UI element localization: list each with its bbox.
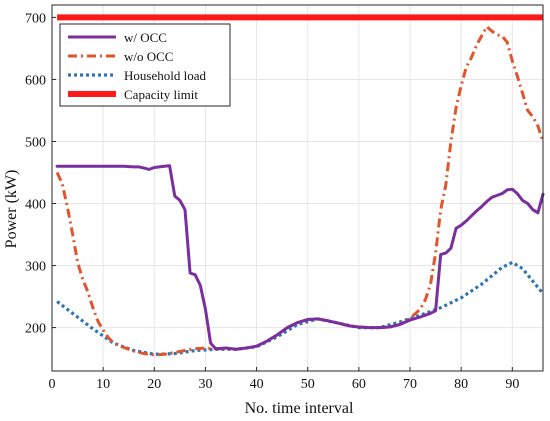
y-tick-label: 200 <box>25 322 46 337</box>
legend-label: Household load <box>124 68 206 83</box>
x-axis-label: No. time interval <box>245 400 354 417</box>
x-tick-label: 30 <box>198 377 212 392</box>
x-tick-label: 20 <box>147 377 161 392</box>
x-tick-label: 80 <box>454 377 468 392</box>
x-tick-label: 0 <box>49 377 56 392</box>
plot-frame <box>51 4 544 372</box>
y-tick-label: 500 <box>25 135 46 150</box>
y-axis-label: Power (kW) <box>3 170 20 249</box>
legend: w/ OCC w/o OCC Household load Capacity limi… <box>59 23 231 107</box>
x-tick-label: 40 <box>250 377 264 392</box>
x-tick-label: 70 <box>403 377 417 392</box>
x-tick-label: 10 <box>96 377 110 392</box>
x-tick-label: 90 <box>505 377 519 392</box>
legend-label: Capacity limit <box>124 87 198 102</box>
y-tick-label: 300 <box>25 260 46 275</box>
y-tick-label: 400 <box>25 198 46 213</box>
x-tick-label: 60 <box>352 377 366 392</box>
series-lines <box>55 14 545 357</box>
x-tick-label: 50 <box>301 377 315 392</box>
series-line <box>55 164 545 351</box>
axis-ticks: 0 10 20 30 40 50 60 70 80 90 200 300 400 500 600 700 <box>25 11 519 392</box>
legend-label: w/ OCC <box>124 30 167 45</box>
legend-label: w/o OCC <box>124 49 173 64</box>
y-tick-label: 600 <box>25 73 46 88</box>
y-tick-label: 700 <box>25 11 46 26</box>
